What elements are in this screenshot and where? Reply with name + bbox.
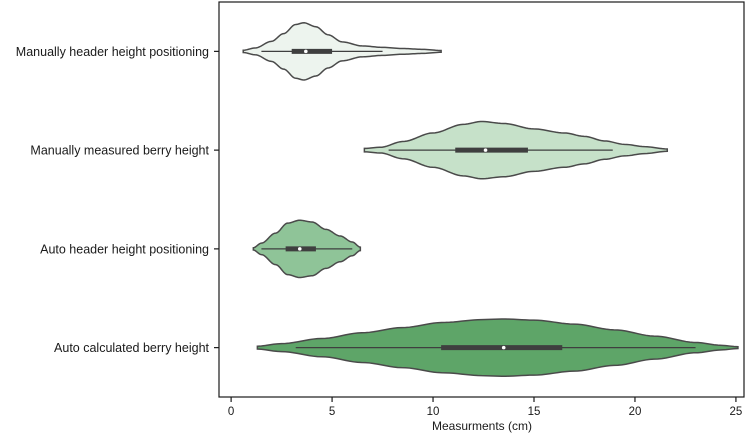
x-tick-label: 0	[228, 406, 234, 418]
x-tick-label: 25	[730, 406, 743, 418]
x-tick-label: 20	[629, 406, 642, 418]
x-tick-label: 10	[427, 406, 440, 418]
x-tick-label: 15	[528, 406, 541, 418]
category-label: Auto header height positioning	[40, 242, 209, 256]
median-point	[483, 148, 488, 152]
median-point	[501, 345, 506, 350]
x-axis: 0 5 10 15 20 25	[228, 397, 742, 418]
x-tick-label: 5	[329, 406, 335, 418]
violin-manually-header-height-positioning	[242, 21, 442, 81]
violin-auto-header-height-positioning	[252, 219, 362, 279]
y-axis: Manually header height positioning Manual…	[16, 45, 219, 355]
violins-layer	[242, 21, 739, 377]
plot-frame	[218, 1, 745, 398]
violin-manually-measured-berry-height	[363, 120, 669, 180]
category-label: Manually header height positioning	[16, 45, 209, 59]
median-point	[297, 247, 302, 251]
violin-auto-calculated-berry-height	[256, 318, 739, 377]
median-point	[304, 49, 308, 54]
category-label: Manually measured berry height	[30, 144, 209, 158]
category-label: Auto calculated berry height	[54, 341, 209, 355]
x-axis-label: Measurments (cm)	[432, 419, 532, 433]
